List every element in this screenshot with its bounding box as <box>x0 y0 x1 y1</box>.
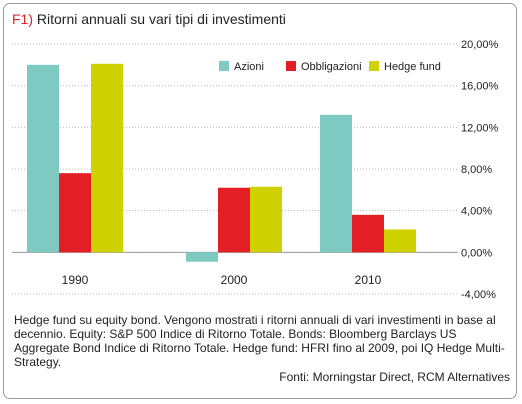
legend-label: Hedge fund <box>384 61 441 73</box>
bar-azioni-1990 <box>27 64 59 253</box>
bar-obbligazioni-2010 <box>352 214 384 253</box>
x-tick-label: 1990 <box>62 273 89 287</box>
legend-swatch <box>369 61 379 71</box>
figure-title: Ritorni annuali su vari tipi di investim… <box>36 11 286 27</box>
x-tick-label: 2010 <box>355 273 382 287</box>
bar-hedge-fund-2010 <box>384 229 416 253</box>
figure-tag: F1) <box>12 11 33 27</box>
x-tick-label: 2000 <box>221 273 248 287</box>
y-tick-label: 20,00% <box>461 39 499 51</box>
y-tick-label: 4,00% <box>461 206 492 218</box>
chart-caption: Hedge fund su equity bond. Vengono mostr… <box>14 313 505 369</box>
legend-swatch <box>286 61 296 71</box>
y-tick-label: -4,00% <box>461 289 496 301</box>
bar-obbligazioni-2000 <box>218 187 250 253</box>
bar-obbligazioni-1990 <box>59 173 91 253</box>
bar-hedge-fund-1990 <box>91 63 123 253</box>
legend-label: Azioni <box>234 61 264 73</box>
bar-azioni-2000 <box>186 252 218 262</box>
chart-source: Fonti: Morningstar Direct, RCM Alternati… <box>279 370 510 384</box>
y-tick-label: 0,00% <box>461 247 492 259</box>
legend-label: Obbligazioni <box>301 61 362 73</box>
y-tick-label: 16,00% <box>461 81 499 93</box>
bar-hedge-fund-2000 <box>250 186 282 253</box>
y-tick-label: 8,00% <box>461 164 492 176</box>
chart-title: F1) Ritorni annuali su vari tipi di inve… <box>12 11 286 27</box>
bar-azioni-2010 <box>320 114 352 253</box>
legend-swatch <box>219 61 229 71</box>
y-tick-label: 12,00% <box>461 122 499 134</box>
